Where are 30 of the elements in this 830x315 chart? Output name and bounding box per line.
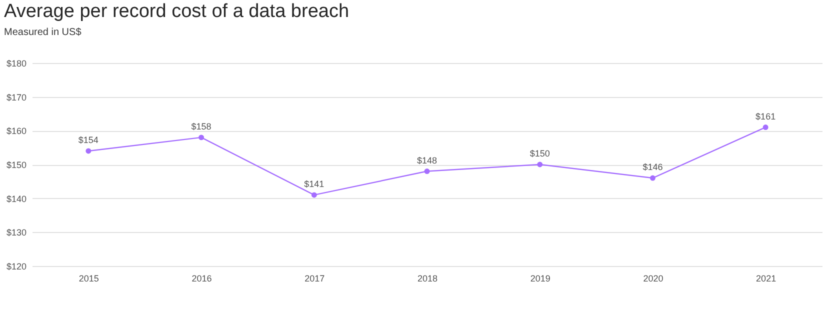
x-tick-label: 2019 — [530, 274, 550, 284]
x-tick-label: 2021 — [756, 274, 776, 284]
y-tick-label: $160 — [6, 126, 26, 136]
data-label: $158 — [191, 121, 212, 132]
y-tick-label: $130 — [6, 228, 26, 238]
point — [424, 168, 430, 174]
point — [537, 162, 543, 168]
y-tick-label: $150 — [6, 160, 26, 170]
x-tick-label: 2016 — [192, 274, 212, 284]
y-tick-label: $120 — [6, 262, 26, 272]
y-tick-label: $170 — [6, 92, 26, 102]
chart-subtitle: Measured in US$ — [4, 27, 82, 38]
data-label: $146 — [642, 162, 663, 172]
x-tick-label: 2015 — [78, 274, 99, 284]
data-label: $150 — [530, 148, 550, 158]
y-tick-label: $180 — [6, 58, 26, 68]
point — [762, 124, 768, 130]
data-label: $154 — [78, 134, 98, 145]
point — [650, 175, 656, 181]
data-label: $148 — [416, 155, 438, 166]
point — [198, 134, 204, 140]
x-tick-label: 2018 — [417, 274, 438, 284]
y-tick-label: $140 — [6, 194, 26, 204]
chart-title: Average per record cost of a data breach — [4, 1, 350, 22]
x-tick-label: 2017 — [304, 274, 325, 284]
x-tick-label: 2020 — [643, 274, 664, 284]
point — [86, 148, 92, 154]
data-label: $141 — [304, 178, 324, 189]
data-label: $161 — [756, 111, 776, 122]
point — [311, 192, 317, 198]
